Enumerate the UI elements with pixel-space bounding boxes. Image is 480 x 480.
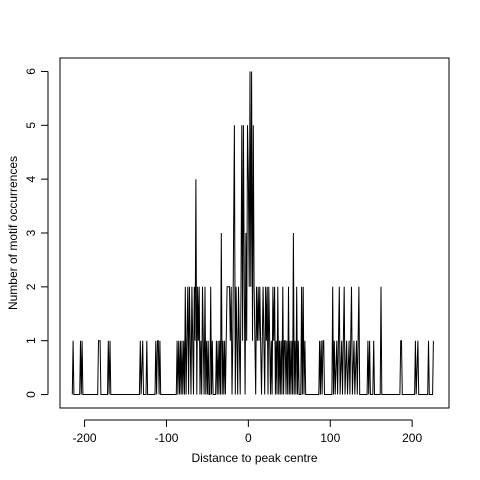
x-axis-label: Distance to peak centre bbox=[191, 451, 317, 465]
y-tick-label: 4 bbox=[24, 175, 38, 182]
x-tick-label: 200 bbox=[402, 431, 422, 445]
y-tick-label: 5 bbox=[24, 122, 38, 129]
y-axis: 0 1 2 3 4 5 6 bbox=[24, 68, 49, 398]
plot-frame bbox=[59, 57, 450, 409]
y-tick-label: 0 bbox=[24, 391, 38, 398]
y-tick-label: 2 bbox=[24, 283, 38, 290]
y-tick-label: 3 bbox=[24, 229, 38, 236]
y-axis-label: Number of motif occurrences bbox=[6, 156, 20, 310]
x-tick-label: 100 bbox=[320, 431, 340, 445]
x-tick-label: -100 bbox=[154, 431, 178, 445]
series-line bbox=[71, 71, 434, 395]
y-tick-label: 1 bbox=[24, 337, 38, 344]
x-tick-label: 0 bbox=[245, 431, 252, 445]
y-tick-label: 6 bbox=[24, 68, 38, 75]
x-axis: -200 -100 0 100 200 bbox=[73, 419, 422, 445]
x-tick-label: -200 bbox=[73, 431, 97, 445]
